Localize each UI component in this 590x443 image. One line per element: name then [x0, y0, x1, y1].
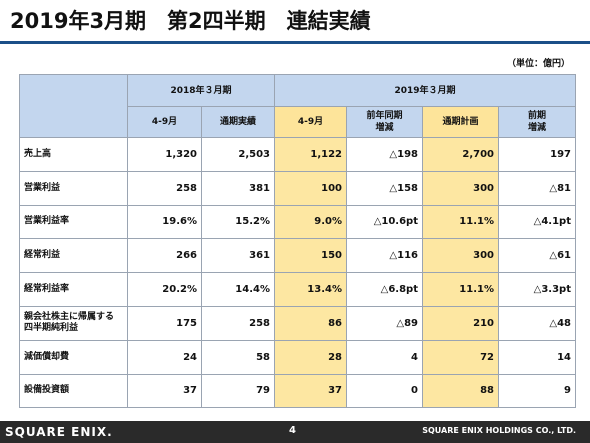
header-row-1: 2018年３月期 2019年３月期 [19, 74, 576, 138]
value-cell: △6.8pt [346, 272, 423, 307]
value-cell: 14 [498, 339, 576, 375]
table-row: 親会社株主に帰属する 四半期純利益 175 258 86 △89 210 △48 [19, 305, 576, 341]
value-cell: 14.4% [201, 272, 275, 307]
column-header: 通期計画 [422, 106, 499, 138]
value-cell: 300 [422, 170, 499, 206]
header-group-prev: 2018年３月期 [127, 74, 275, 107]
value-cell: 361 [201, 238, 275, 274]
row-label: 売上高 [19, 137, 128, 172]
value-cell: 175 [127, 305, 202, 341]
value-cell: 381 [201, 170, 275, 206]
row-label: 経常利益 [19, 238, 128, 274]
value-cell: △3.3pt [498, 272, 576, 307]
value-cell: 9 [498, 373, 576, 409]
value-cell: 37 [274, 373, 347, 409]
value-cell: 2,503 [201, 137, 275, 172]
value-cell: 197 [498, 137, 576, 172]
value-cell: △81 [498, 170, 576, 206]
value-cell: △198 [346, 137, 423, 172]
value-cell: 266 [127, 238, 202, 274]
row-label: 親会社株主に帰属する 四半期純利益 [19, 305, 128, 341]
value-cell: 258 [201, 305, 275, 341]
value-cell: 28 [274, 339, 347, 375]
value-cell: △158 [346, 170, 423, 206]
table-row: 設備投資額 37 79 37 0 88 9 [19, 373, 576, 409]
value-cell: 20.2% [127, 272, 202, 307]
value-cell: 258 [127, 170, 202, 206]
header-corner [19, 74, 128, 138]
row-label: 経常利益率 [19, 272, 128, 307]
value-cell: 11.1% [422, 272, 499, 307]
column-header: 4-9月 [127, 106, 202, 138]
value-cell: 72 [422, 339, 499, 375]
value-cell: 1,122 [274, 137, 347, 172]
value-cell: △89 [346, 305, 423, 341]
table-row: 経常利益 266 361 150 △116 300 △61 [19, 238, 576, 274]
row-label: 減価償却費 [19, 339, 128, 375]
title-underline [0, 41, 590, 44]
column-header: 前期 増減 [498, 106, 576, 138]
table-body: 売上高 1,320 2,503 1,122 △198 2,700 197 営業利益 258 381… [19, 137, 576, 409]
table-row: 減価償却費 24 58 28 4 72 14 [19, 339, 576, 375]
value-cell: 210 [422, 305, 499, 341]
value-cell: △4.1pt [498, 204, 576, 240]
header-row-2: 4-9月 通期実績 4-9月 前年同期 増減 通期計画 前期 増減 [20, 106, 576, 138]
value-cell: △61 [498, 238, 576, 274]
value-cell: 300 [422, 238, 499, 274]
value-cell: 58 [201, 339, 275, 375]
value-cell: 2,700 [422, 137, 499, 172]
value-cell: 0 [346, 373, 423, 409]
table-row: 営業利益 258 381 100 △158 300 △81 [19, 170, 576, 206]
table-row: 経常利益率 20.2% 14.4% 13.4% △6.8pt 11.1% △3.3pt [19, 272, 576, 307]
value-cell: 15.2% [201, 204, 275, 240]
results-table: 2018年３月期 2019年３月期 4-9月 通期実績 4-9月 前年同期 増減 通期計… [19, 74, 576, 409]
value-cell: 19.6% [127, 204, 202, 240]
value-cell: 13.4% [274, 272, 347, 307]
column-header: 通期実績 [201, 106, 275, 138]
value-cell: 86 [274, 305, 347, 341]
footer-bar: SQUARE ENIX. 4 SQUARE ENIX HOLDINGS CO.,… [0, 421, 590, 443]
value-cell: 150 [274, 238, 347, 274]
value-cell: 88 [422, 373, 499, 409]
page-number: 4 [289, 425, 296, 436]
table-row: 営業利益率 19.6% 15.2% 9.0% △10.6pt 11.1% △4.1pt [19, 204, 576, 240]
square-enix-logo: SQUARE ENIX. [5, 425, 113, 439]
column-header: 前年同期 増減 [346, 106, 423, 138]
company-name: SQUARE ENIX HOLDINGS CO., LTD. [422, 426, 576, 435]
value-cell: 1,320 [127, 137, 202, 172]
value-cell: 11.1% [422, 204, 499, 240]
value-cell: △10.6pt [346, 204, 423, 240]
row-label: 営業利益 [19, 170, 128, 206]
value-cell: △116 [346, 238, 423, 274]
unit-label: （単位：億円） [506, 59, 570, 69]
header-group-curr: 2019年３月期 [274, 74, 576, 107]
table-row: 売上高 1,320 2,503 1,122 △198 2,700 197 [19, 137, 576, 172]
column-header: 4-9月 [274, 106, 347, 138]
value-cell: 100 [274, 170, 347, 206]
value-cell: △48 [498, 305, 576, 341]
page-title: 2019年3月期 第2四半期 連結実績 [10, 9, 371, 33]
value-cell: 79 [201, 373, 275, 409]
row-label: 設備投資額 [19, 373, 128, 409]
value-cell: 24 [127, 339, 202, 375]
value-cell: 37 [127, 373, 202, 409]
value-cell: 4 [346, 339, 423, 375]
value-cell: 9.0% [274, 204, 347, 240]
row-label: 営業利益率 [19, 204, 128, 240]
